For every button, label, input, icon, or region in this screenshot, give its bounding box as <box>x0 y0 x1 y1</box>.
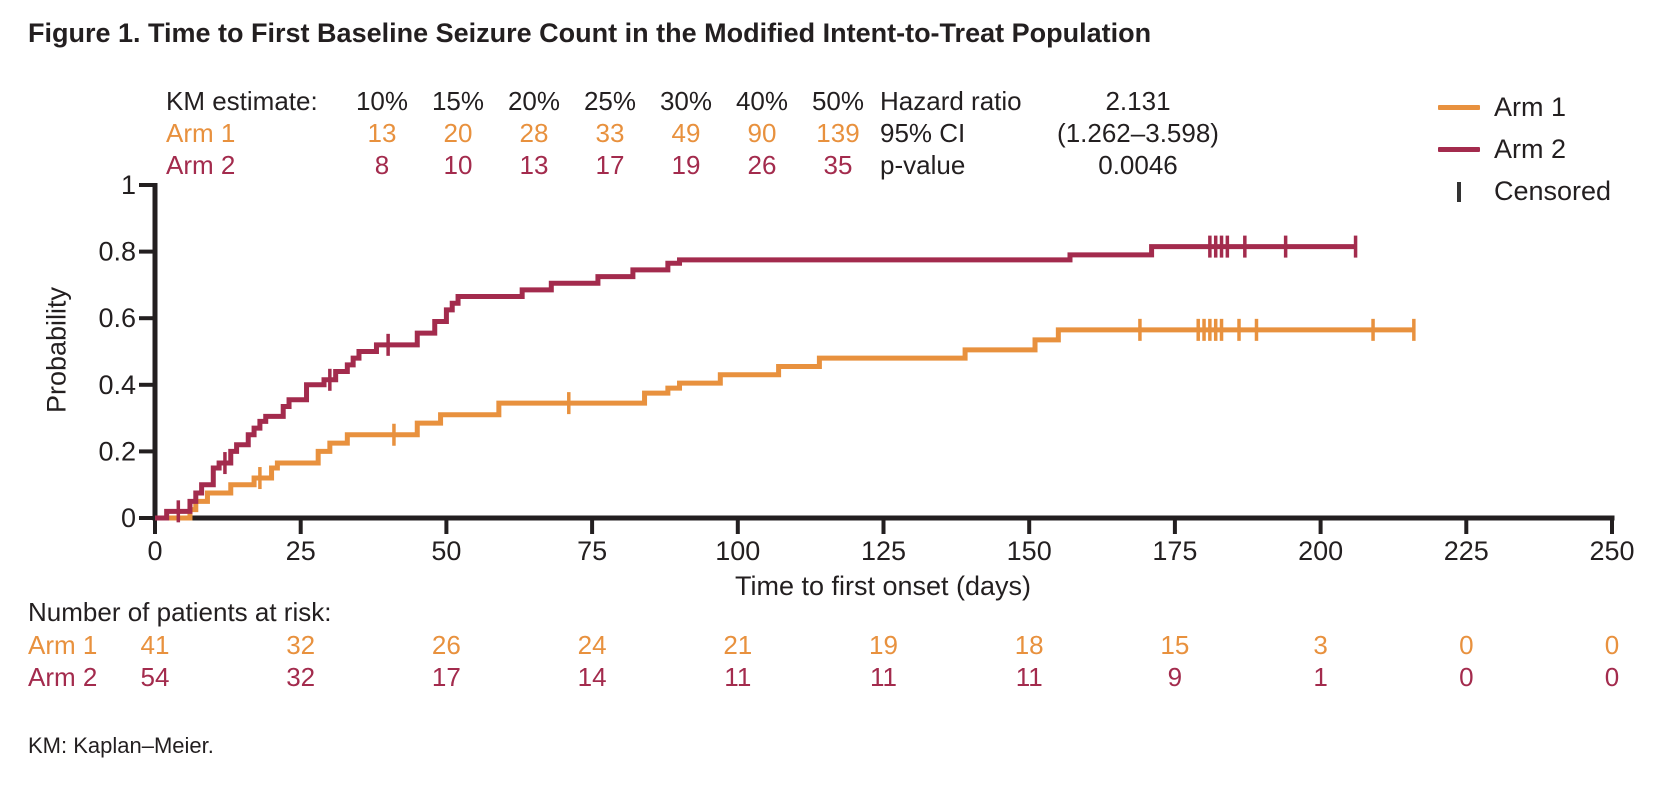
km-curve-arm2 <box>155 244 1356 521</box>
legend-label-censored: Censored <box>1494 176 1612 206</box>
risk-count: 24 <box>577 630 607 660</box>
risk-count: 54 <box>140 662 170 692</box>
legend-item-arm1: Arm 1 <box>1438 92 1566 123</box>
km-estimate-value: 35 <box>823 150 853 180</box>
risk-count: 41 <box>140 630 170 660</box>
risk-count: 15 <box>1160 630 1190 660</box>
y-tick-label: 0.4 <box>98 370 136 400</box>
risk-count: 19 <box>869 630 898 660</box>
risk-count: 32 <box>286 662 316 692</box>
x-axis-title: Time to first onset (days) <box>734 571 1032 601</box>
y-tick-label: 0.2 <box>98 436 136 466</box>
arm1-line-swatch <box>1438 105 1480 110</box>
km-percent-header: 30% <box>659 86 713 116</box>
censored-tick-icon <box>1457 181 1461 202</box>
legend-label-arm1: Arm 1 <box>1494 92 1567 122</box>
risk-count: 11 <box>870 662 897 692</box>
km-estimate-value: 13 <box>367 118 397 148</box>
risk-row-label-arm1: Arm 1 <box>28 630 98 660</box>
hazard-ratio-label: Hazard ratio <box>880 86 1022 116</box>
risk-count: 21 <box>723 630 753 660</box>
y-axis-title: Probability <box>41 286 72 414</box>
km-estimate-value: 33 <box>595 118 625 148</box>
y-tick-label: 0 <box>121 503 136 533</box>
ci-label: 95% CI <box>880 118 966 148</box>
km-percent-header: 10% <box>355 86 409 116</box>
ci-value: (1.262–3.598) <box>1057 118 1219 148</box>
km-estimate-value: 28 <box>519 118 549 148</box>
km-row-label-arm2: Arm 2 <box>166 150 236 180</box>
x-tick-label: 75 <box>577 536 607 566</box>
km-estimate-value: 19 <box>671 150 701 180</box>
risk-count: 0 <box>1459 662 1474 692</box>
km-estimate-value: 26 <box>747 150 777 180</box>
risk-count: 32 <box>286 630 316 660</box>
legend-item-censored: Censored <box>1438 176 1611 207</box>
y-tick-label: 0.8 <box>98 237 136 267</box>
km-estimate-value: 49 <box>671 118 701 148</box>
y-tick-label: 1 <box>121 170 136 200</box>
km-percent-header: 20% <box>507 86 561 116</box>
km-percent-header: 15% <box>431 86 485 116</box>
legend-item-arm2: Arm 2 <box>1438 134 1566 165</box>
risk-count: 18 <box>1014 630 1044 660</box>
legend-label-arm2: Arm 2 <box>1494 134 1567 164</box>
risk-count: 17 <box>431 662 461 692</box>
y-tick-label: 0.6 <box>98 303 136 333</box>
x-tick-label: 200 <box>1298 536 1343 566</box>
risk-count: 9 <box>1167 662 1183 692</box>
km-estimate-value: 13 <box>519 150 549 180</box>
risk-count: 11 <box>1015 662 1043 692</box>
arm2-line-swatch <box>1438 147 1480 152</box>
km-row-label-arm1: Arm 1 <box>166 118 236 148</box>
x-tick-label: 250 <box>1589 536 1634 566</box>
risk-table-header: Number of patients at risk: <box>28 597 332 627</box>
risk-count: 0 <box>1459 630 1474 660</box>
risk-row-label-arm2: Arm 2 <box>28 662 98 692</box>
km-percent-header: 50% <box>811 86 865 116</box>
x-tick-label: 100 <box>715 536 760 566</box>
x-tick-label: 125 <box>861 536 906 566</box>
figure-title: Figure 1. Time to First Baseline Seizure… <box>28 18 1152 48</box>
risk-count: 11 <box>724 662 752 692</box>
km-estimate-value: 90 <box>747 118 777 148</box>
risk-count: 0 <box>1604 662 1620 692</box>
pvalue-value: 0.0046 <box>1098 150 1178 180</box>
risk-count: 0 <box>1604 630 1620 660</box>
risk-count: 3 <box>1313 630 1328 660</box>
risk-count: 14 <box>577 662 607 692</box>
km-percent-header: 40% <box>735 86 789 116</box>
risk-count: 1 <box>1313 662 1328 692</box>
risk-count: 26 <box>431 630 461 660</box>
km-estimate-value: 20 <box>443 118 473 148</box>
km-estimate-header-label: KM estimate: <box>166 86 318 116</box>
figure-footnote: KM: Kaplan–Meier. <box>28 733 214 758</box>
km-percent-header: 25% <box>583 86 637 116</box>
x-tick-label: 175 <box>1152 536 1197 566</box>
km-estimate-value: 17 <box>595 150 625 180</box>
x-tick-label: 0 <box>147 536 162 566</box>
km-estimate-value: 139 <box>816 118 860 148</box>
x-tick-label: 150 <box>1007 536 1052 566</box>
km-estimate-value: 10 <box>443 150 473 180</box>
x-tick-label: 225 <box>1444 536 1489 566</box>
censored-tick-swatch-box <box>1438 181 1480 203</box>
km-curve-arm1 <box>155 327 1414 521</box>
x-tick-label: 50 <box>431 536 461 566</box>
hazard-ratio-value: 2.131 <box>1105 86 1171 116</box>
x-tick-label: 25 <box>286 536 316 566</box>
pvalue-label: p-value <box>880 150 966 180</box>
km-estimate-value: 8 <box>374 150 390 180</box>
